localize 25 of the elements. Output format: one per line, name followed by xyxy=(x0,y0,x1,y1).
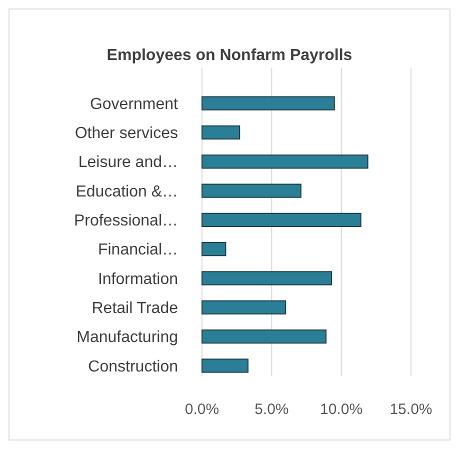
y-tick-label: Government xyxy=(90,96,179,113)
bar xyxy=(202,242,226,256)
bar xyxy=(202,329,327,344)
bar xyxy=(202,271,332,286)
x-tick-label: 0.0% xyxy=(184,401,220,418)
x-tick-label: 10.0% xyxy=(320,401,363,418)
y-tick-label: Education &… xyxy=(76,183,178,200)
y-tick-label: Leisure and… xyxy=(78,154,178,172)
bar xyxy=(202,154,368,169)
x-tick-label: 5.0% xyxy=(254,401,289,418)
y-tick-label: Retail Trade xyxy=(92,300,178,317)
x-tick-label: 15.0% xyxy=(390,401,432,418)
bar xyxy=(202,184,302,198)
y-tick-label: Information xyxy=(98,270,178,288)
y-tick-label: Manufacturing xyxy=(76,329,178,346)
bar xyxy=(202,125,240,140)
y-tick-label: Other services xyxy=(74,125,178,142)
bar xyxy=(202,212,362,227)
y-tick-label: Financial… xyxy=(98,242,178,259)
y-tick-label: Construction xyxy=(88,358,178,376)
chart-title: Employees on Nonfarm Payrolls xyxy=(106,47,352,64)
bar xyxy=(202,300,286,314)
y-tick-label: Professional… xyxy=(74,212,178,230)
bar xyxy=(202,358,248,373)
bar xyxy=(202,96,335,110)
